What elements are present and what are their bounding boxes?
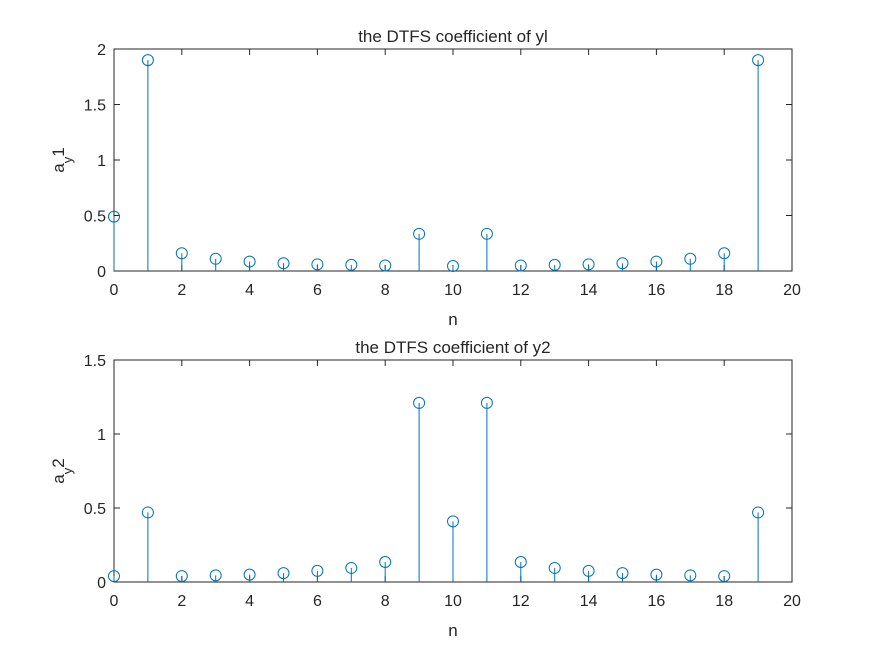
stem-marker [650, 255, 663, 268]
stem-marker [209, 569, 222, 582]
chart-title: the DTFS coefficient of yl [358, 27, 548, 46]
x-tick-label: 12 [512, 593, 530, 610]
x-tick-label: 8 [381, 593, 390, 610]
stem-marker [209, 252, 222, 265]
x-tick-label: 8 [381, 282, 390, 299]
x-tick-label: 12 [512, 282, 530, 299]
y-tick-label: 0.5 [84, 209, 106, 226]
stem-marker [345, 561, 358, 574]
x-tick-label: 16 [648, 593, 666, 610]
y-tick-label: 1 [97, 427, 106, 444]
x-tick-label: 10 [444, 593, 462, 610]
stem-marker [548, 561, 561, 574]
stem-marker [379, 259, 392, 272]
stem-marker [514, 556, 527, 569]
stem-marker [447, 260, 459, 273]
stem-marker [480, 227, 493, 240]
x-tick-label: 16 [648, 282, 666, 299]
stem-marker [108, 210, 120, 223]
stem-marker [141, 506, 154, 519]
stem-marker [752, 506, 765, 519]
x-tick-label: 6 [313, 282, 322, 299]
stem-marker [277, 567, 290, 580]
stem-marker [175, 247, 188, 260]
y-tick-label: 1.5 [84, 98, 106, 115]
stem-marker [345, 258, 358, 271]
stem-marker [447, 515, 459, 528]
stem-marker [413, 227, 426, 240]
y-axis-label: ay2 [49, 458, 75, 483]
stem-marker [413, 396, 426, 409]
stem-marker [718, 570, 731, 583]
stem-marker [718, 247, 731, 260]
stem-marker [582, 564, 595, 577]
stem-marker [108, 570, 120, 583]
x-tick-label: 4 [245, 282, 254, 299]
stem-marker [277, 257, 290, 270]
x-tick-label: 0 [110, 593, 119, 610]
x-axis-label: n [448, 310, 457, 329]
stem-marker [582, 258, 595, 271]
y-axis-label: ay1 [49, 147, 75, 172]
chart-title: the DTFS coefficient of y2 [355, 338, 550, 357]
x-tick-label: 18 [715, 282, 733, 299]
stem-marker [243, 568, 256, 581]
subplot-2: 0 2 4 6 8 10 12 14 16 18 20 0 0.5 1 1.5 the DTFS coeffi… [49, 338, 801, 640]
stem-marker [311, 258, 324, 271]
stem-marker [379, 556, 392, 569]
y-tick-label: 0.5 [84, 501, 106, 518]
stem-marker [650, 568, 663, 581]
stem-marker [311, 564, 324, 577]
stem-marker [175, 570, 188, 583]
stem-marker [616, 257, 629, 270]
x-tick-label: 4 [245, 593, 254, 610]
x-tick-label: 0 [110, 282, 119, 299]
y-tick-label: 0 [97, 264, 106, 281]
stem-marker [243, 255, 256, 268]
x-tick-label: 20 [783, 593, 801, 610]
x-axis-label: n [448, 621, 457, 640]
x-tick-label: 18 [715, 593, 733, 610]
y-tick-label: 1.5 [84, 353, 106, 370]
subplot-1: 0 2 4 6 8 10 12 14 16 18 20 0 0.5 1 1.5 2 the DTFS coeff… [49, 27, 801, 329]
axes-box [113, 48, 793, 272]
stem-marker [480, 396, 493, 409]
stem-marker [616, 567, 629, 580]
x-tick-label: 6 [313, 593, 322, 610]
stem-marker [548, 258, 561, 271]
stem-marker [684, 252, 697, 265]
y-tick-label: 0 [97, 575, 106, 592]
x-tick-label: 10 [444, 282, 462, 299]
stem-marker [514, 259, 527, 272]
y-tick-label: 2 [97, 42, 106, 59]
x-tick-label: 2 [177, 282, 186, 299]
stem-marker [141, 54, 154, 67]
stem-marker [752, 54, 765, 67]
x-tick-label: 14 [580, 282, 598, 299]
x-tick-label: 2 [177, 593, 186, 610]
x-tick-label: 14 [580, 593, 598, 610]
y-tick-label: 1 [97, 153, 106, 170]
stem-marker [684, 569, 697, 582]
x-tick-label: 20 [783, 282, 801, 299]
